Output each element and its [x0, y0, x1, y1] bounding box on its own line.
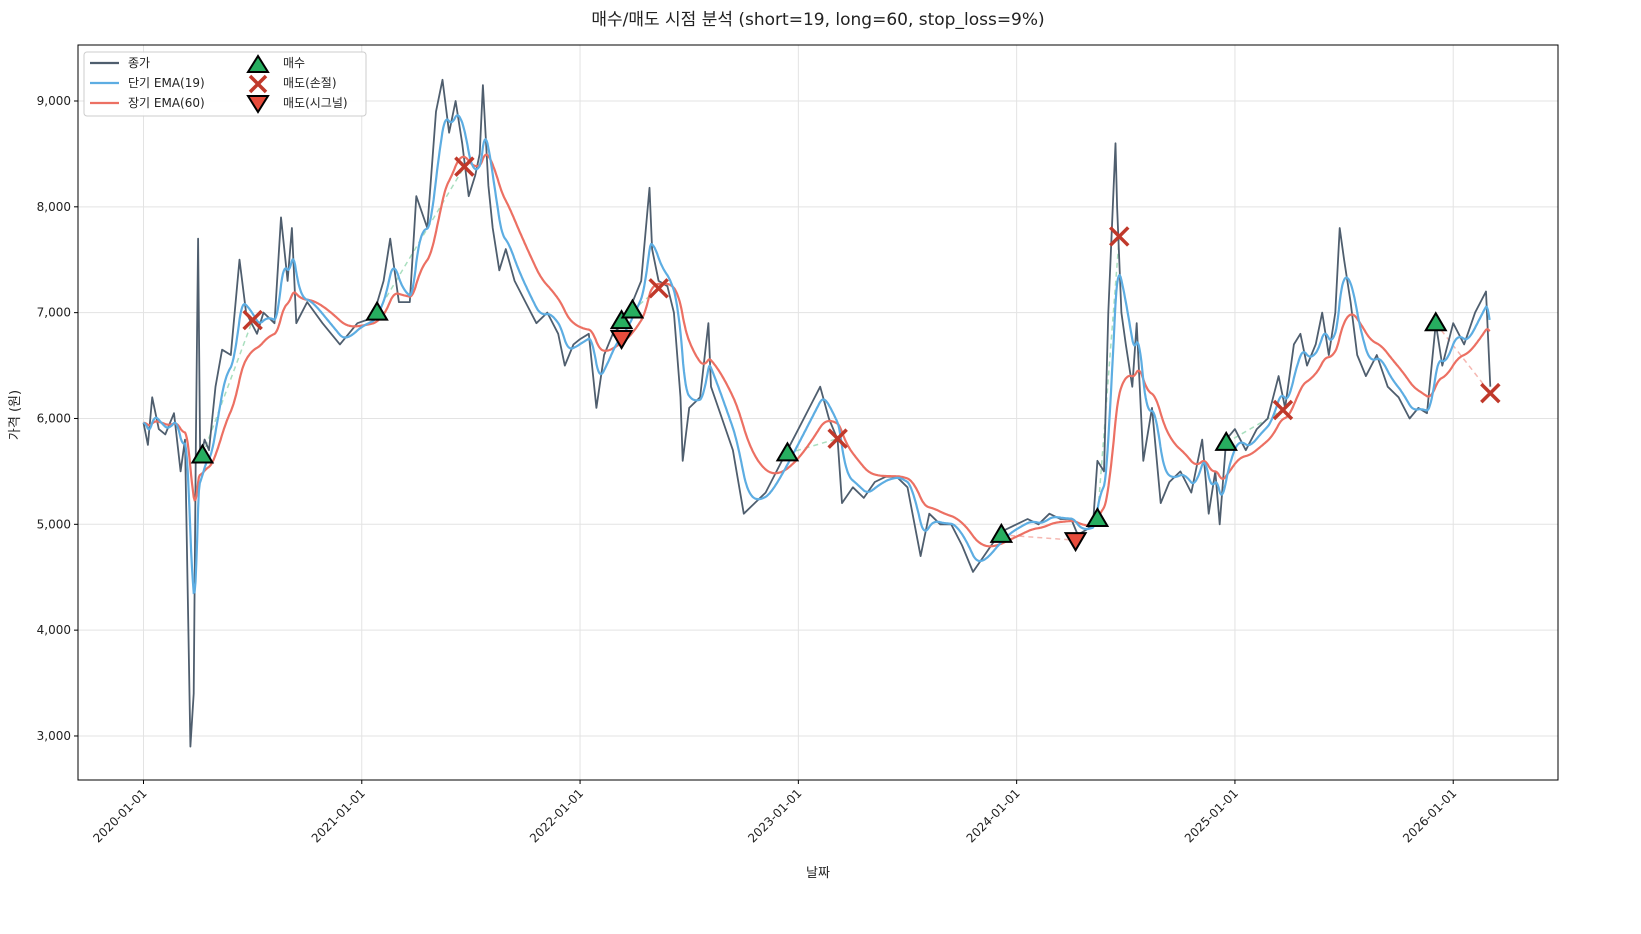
buy-marker — [989, 522, 1014, 543]
buy-marker — [1424, 311, 1448, 332]
trade-connector — [201, 319, 254, 456]
y-tick-label: 3,000 — [37, 729, 71, 743]
legend-buy-label: 매수 — [283, 56, 305, 70]
sell-stop-marker — [1109, 226, 1130, 247]
trade-connector — [1435, 322, 1491, 394]
legend-sell-signal-icon — [246, 95, 270, 114]
sell-stop-marker — [242, 309, 263, 331]
trade-connector — [1096, 236, 1120, 520]
sell-stop-marker — [648, 278, 669, 299]
y-tick-label: 8,000 — [37, 200, 71, 214]
buy-marker — [1085, 507, 1110, 528]
buy-marker — [620, 298, 645, 319]
legend-buy-icon — [246, 54, 270, 73]
x-axis-ticks: 2020-01-01 2021-01-01 2022-01-01 2023-01-01… — [90, 780, 1459, 845]
sell-stop-marker — [454, 156, 475, 177]
legend-sell-stop-icon — [248, 74, 268, 94]
legend-ema-short-label: 단기 EMA(19) — [128, 76, 205, 90]
close-price-line — [142, 78, 1492, 748]
x-tick-label: 2024-01-01 — [964, 786, 1023, 845]
sell-signal-marker — [1063, 532, 1088, 553]
buy-marker — [775, 441, 800, 462]
x-axis-label: 날짜 — [806, 866, 830, 881]
legend-sell-stop-label: 매도(손절) — [283, 76, 337, 90]
markers — [190, 156, 1501, 553]
buy-marker — [190, 443, 215, 464]
legend-sell-signal-label: 매도(시그널) — [283, 96, 348, 110]
sell-stop-marker — [1480, 382, 1501, 404]
sell-stop-marker — [827, 428, 848, 449]
chart-title: 매수/매도 시점 분석 (short=19, long=60, stop_los… — [591, 10, 1044, 30]
legend-box — [83, 51, 367, 117]
y-tick-label: 7,000 — [37, 306, 71, 320]
y-axis-label: 가격 (원) — [8, 390, 23, 440]
trade-connectors — [201, 166, 1491, 541]
sell-signal-marker — [609, 330, 634, 351]
x-tick-label: 2021-01-01 — [309, 786, 368, 845]
x-tick-label: 2023-01-01 — [745, 786, 804, 845]
trade-connector — [1001, 534, 1076, 541]
y-tick-label: 5,000 — [37, 517, 71, 531]
grid — [78, 45, 1558, 780]
x-tick-label: 2022-01-01 — [527, 786, 586, 845]
x-tick-label: 2026-01-01 — [1400, 786, 1459, 845]
y-tick-label: 9,000 — [37, 94, 71, 108]
y-axis-ticks: 3,000 4,000 5,000 6,000 7,000 8,000 9,000 — [37, 94, 78, 743]
y-tick-label: 6,000 — [37, 411, 71, 425]
series — [142, 78, 1492, 748]
legend: 종가 단기 EMA(19) 장기 EMA(60) 매수 매도(손절) 매도(시그… — [83, 51, 367, 117]
sell-stop-marker — [1272, 399, 1294, 421]
x-tick-label: 2025-01-01 — [1182, 786, 1241, 845]
legend-ema-long-label: 장기 EMA(60) — [128, 96, 205, 110]
buy-marker — [1214, 430, 1238, 451]
ema-short-line — [142, 114, 1491, 595]
buy-marker — [609, 309, 634, 330]
x-tick-label: 2020-01-01 — [90, 786, 149, 845]
plot-frame — [77, 44, 1559, 781]
y-tick-label: 4,000 — [37, 623, 71, 637]
buy-marker — [365, 300, 389, 321]
legend-close-label: 종가 — [128, 56, 150, 70]
ema-long-line — [143, 153, 1491, 548]
